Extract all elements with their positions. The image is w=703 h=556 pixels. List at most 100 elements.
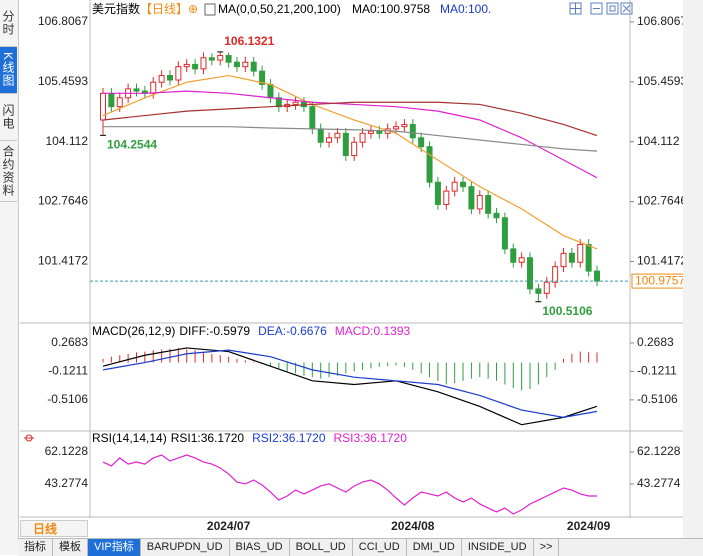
candle-body	[259, 70, 266, 85]
period[interactable]: 【日线】	[140, 2, 188, 16]
tab[interactable]: BARUPDN_UD	[141, 539, 230, 556]
window-icons	[569, 2, 633, 15]
tab[interactable]: BOLL_UD	[290, 539, 353, 556]
x-tick-label: 2024/09	[567, 519, 611, 533]
line	[103, 126, 598, 152]
candle-body	[250, 61, 257, 72]
tab[interactable]: VIP指标	[88, 539, 141, 556]
extreme-label: 100.5106	[542, 304, 592, 318]
candle-body	[376, 130, 383, 134]
y-tick-label-right: 105.4593	[637, 74, 687, 88]
y-tick-label: 101.4172	[38, 254, 88, 268]
candle-body	[334, 132, 341, 139]
candle-body	[460, 181, 467, 188]
side-tab[interactable]: 分时图	[0, 0, 17, 47]
candle-body	[267, 83, 274, 99]
period-label[interactable]: 日线	[20, 520, 88, 537]
icon[interactable]	[606, 2, 619, 15]
candle-body	[158, 75, 165, 83]
tab[interactable]: 指标	[18, 539, 53, 556]
candle-body	[217, 55, 224, 61]
tab[interactable]: INSIDE_UD	[462, 539, 534, 556]
candle-body	[585, 243, 592, 272]
candle-body	[501, 217, 508, 250]
y-tick-label: 62.1228	[45, 444, 89, 458]
extreme-label: 104.2544	[107, 138, 157, 152]
legend-item: MACD:0.1393	[335, 324, 411, 338]
candle-body	[443, 190, 450, 205]
y-tick-label: 106.8067	[38, 14, 88, 28]
line	[103, 90, 598, 179]
candle-body	[485, 195, 492, 214]
y-tick-label-right: 101.4172	[637, 254, 687, 268]
candle-body	[476, 195, 483, 210]
side-tab[interactable]: 合约资料	[0, 141, 17, 202]
side-tab[interactable]: 闪电图	[0, 94, 17, 141]
ma-params: MA(0,0,50,21,200,100)	[218, 2, 341, 16]
y-tick-label-right: -0.5106	[637, 392, 678, 406]
candle-body	[292, 101, 299, 105]
side-tab[interactable]: K线图	[0, 47, 17, 94]
candle-body	[518, 257, 525, 263]
candle-body	[309, 106, 316, 130]
x-tick-label: 2024/07	[207, 519, 251, 533]
candle-body	[568, 252, 575, 263]
candle-body	[133, 88, 140, 92]
tab[interactable]: DMI_UD	[407, 539, 462, 556]
legend-item: RSI1:36.1720	[171, 431, 245, 445]
y-tick-label-right: -0.1211	[637, 364, 677, 378]
icon[interactable]	[620, 2, 633, 15]
panel-title: MACD(26,12,9)	[92, 324, 175, 338]
candle-body	[577, 243, 584, 263]
right-axis-labels: 106.8067 105.4593 104.112 102.7646 101.4172 1…	[631, 14, 687, 490]
y-tick-label-right: 104.112	[637, 134, 680, 148]
tab[interactable]: CCI_UD	[353, 539, 407, 556]
y-tick-label: 43.2774	[45, 476, 89, 490]
line	[102, 101, 598, 137]
add-icon[interactable]: ⊕	[188, 2, 198, 16]
ma-icon[interactable]	[204, 3, 216, 16]
header: 美元指数 【日线】 ⊕ MA(0,0,50,21,200,100) MA0:10…	[92, 1, 491, 16]
candle-body	[367, 130, 374, 134]
y-tick-label-right: 106.8067	[637, 14, 687, 28]
candle-body	[594, 270, 600, 282]
candle-body	[225, 55, 232, 63]
line	[102, 347, 598, 426]
candle-body	[100, 92, 106, 121]
candle-body	[543, 281, 550, 294]
tab[interactable]: 模板	[53, 539, 88, 556]
candle-body	[166, 75, 173, 81]
candle-body	[183, 63, 190, 68]
y-tick-label: 102.7646	[38, 194, 88, 208]
candle-body	[242, 61, 249, 68]
line	[102, 349, 598, 418]
candle-body	[175, 66, 182, 81]
candle-body	[233, 61, 240, 68]
y-tick-label: 0.2683	[51, 335, 88, 349]
y-tick-label: -0.1211	[48, 364, 88, 378]
y-tick-label-right: 102.7646	[637, 194, 687, 208]
candle-body	[560, 252, 567, 268]
tab[interactable]: BIAS_UD	[230, 539, 290, 556]
legend-item: DEA:-0.6676	[258, 324, 327, 338]
last-price-box	[631, 273, 683, 289]
legend-item: RSI3:36.1720	[334, 431, 408, 445]
x-tick-label: 2024/08	[391, 519, 435, 533]
candle-body	[535, 288, 542, 294]
legend-item: RSI2:36.1720	[252, 431, 326, 445]
tab-bar: 指标 模板 VIP指标 BARUPDN_UD BIAS_UD BOLL_UD CCI_UD D…	[18, 538, 703, 556]
line	[102, 74, 598, 250]
candle-body	[527, 257, 534, 290]
tab[interactable]: >>	[534, 539, 560, 556]
icon[interactable]	[590, 2, 603, 15]
candle-body	[393, 126, 400, 130]
candle-body	[192, 63, 199, 70]
candle-body	[401, 123, 408, 128]
candle-body	[468, 186, 475, 210]
candle-body	[359, 132, 366, 143]
rsi-line	[102, 454, 598, 515]
candle-body	[552, 266, 559, 283]
y-tick-label: -0.5106	[47, 392, 88, 406]
candle-body	[150, 81, 157, 94]
